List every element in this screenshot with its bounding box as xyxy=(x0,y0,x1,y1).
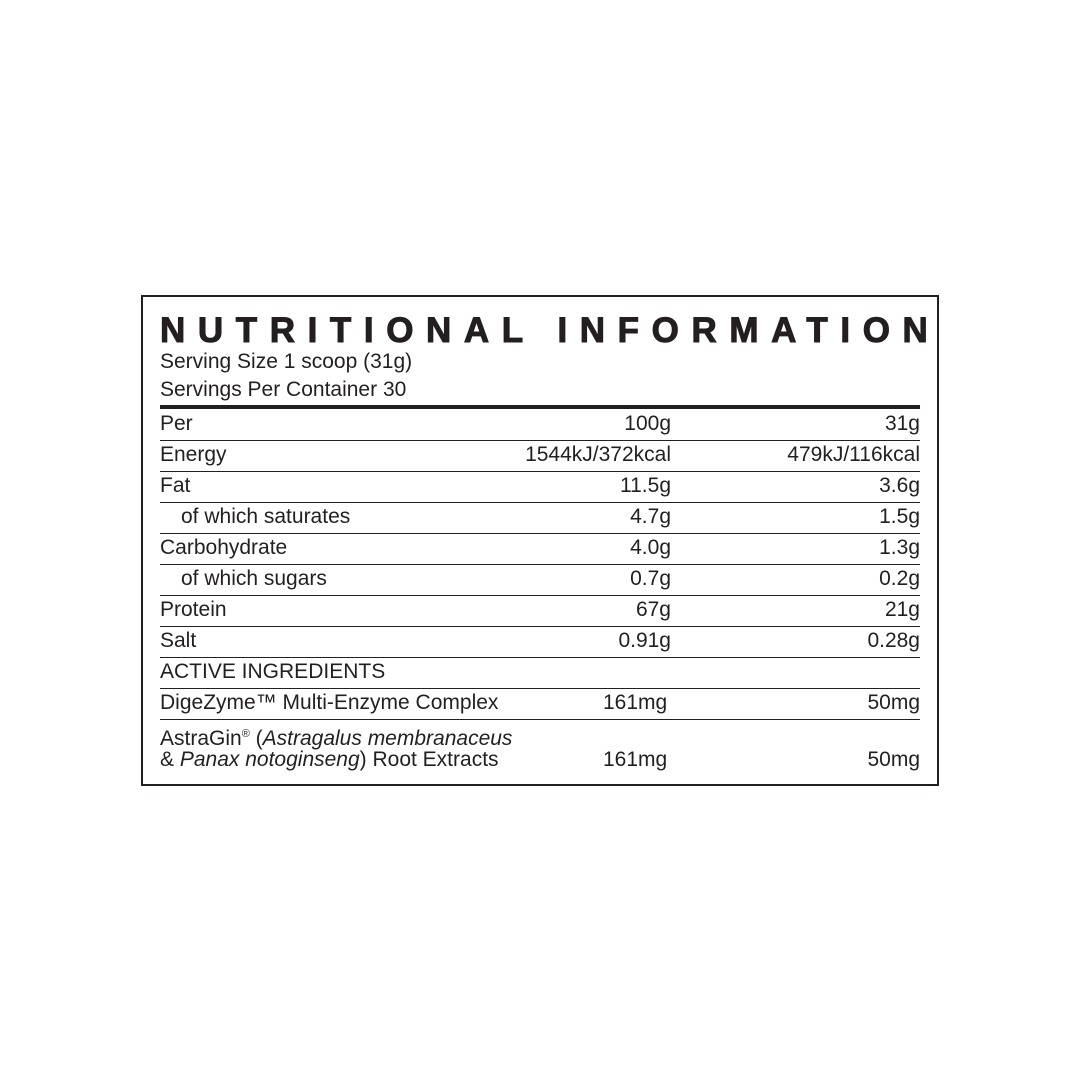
active-col2: 50mg xyxy=(867,691,920,714)
row-label: of which saturates xyxy=(181,505,351,528)
label-rest: ) Root Extracts xyxy=(359,748,499,771)
table-row: Carbohydrate 4.0g 1.3g xyxy=(160,533,920,565)
latin-name-1: Astragalus membranaceus xyxy=(262,727,513,750)
table-row: of which sugars 0.7g 0.2g xyxy=(160,564,920,596)
row-col2: 3.6g xyxy=(879,474,920,497)
panel-title: NUTRITIONAL INFORMATION xyxy=(159,311,941,351)
active-label-line2: & Panax notoginseng) Root Extracts xyxy=(160,748,499,772)
active-label-line1: AstraGin® (Astragalus membranaceus xyxy=(160,722,512,751)
active-col1: 161mg xyxy=(603,691,668,714)
nutrition-panel: NUTRITIONAL INFORMATION Serving Size 1 s… xyxy=(141,295,939,786)
active-row: DigeZyme™ Multi-Enzyme Complex 161mg 50m… xyxy=(160,688,920,720)
active-row: AstraGin® (Astragalus membranaceus & Pan… xyxy=(160,720,920,776)
brand-name: AstraGin xyxy=(160,727,242,750)
header-col2: 31g xyxy=(884,412,920,435)
row-label: of which sugars xyxy=(181,567,327,590)
row-label: Fat xyxy=(160,474,191,497)
table-header-row: Per 100g 31g xyxy=(160,409,920,441)
row-col2: 21g xyxy=(884,598,920,621)
row-col1: 4.0g xyxy=(630,536,671,559)
row-col1: 0.91g xyxy=(618,629,671,652)
row-col1: 67g xyxy=(635,598,671,621)
latin-name-2: Panax notoginseng xyxy=(179,748,360,771)
row-label: Energy xyxy=(160,443,227,466)
row-col1: 4.7g xyxy=(630,505,671,528)
registered-mark: ® xyxy=(241,728,250,740)
table-row: of which saturates 4.7g 1.5g xyxy=(160,502,920,534)
active-label: DigeZyme™ Multi-Enzyme Complex xyxy=(160,691,499,714)
row-col2: 1.5g xyxy=(879,505,920,528)
servings-per-container: Servings Per Container 30 xyxy=(160,378,407,401)
divider-thick xyxy=(160,405,920,409)
table-row: Energy 1544kJ/372kcal 479kJ/116kcal xyxy=(160,440,920,472)
active-ingredients-heading-row: ACTIVE INGREDIENTS xyxy=(160,657,920,689)
row-col2: 0.2g xyxy=(879,567,920,590)
header-label: Per xyxy=(160,412,193,435)
header-col1: 100g xyxy=(624,412,671,435)
serving-size: Serving Size 1 scoop (31g) xyxy=(160,350,413,373)
row-label: Carbohydrate xyxy=(160,536,288,559)
table-row: Fat 11.5g 3.6g xyxy=(160,471,920,503)
row-label: Protein xyxy=(160,598,227,621)
row-label: Salt xyxy=(160,629,197,652)
row-col2: 1.3g xyxy=(879,536,920,559)
row-col1: 0.7g xyxy=(630,567,671,590)
row-col1: 1544kJ/372kcal xyxy=(525,443,671,466)
active-col1: 161mg xyxy=(603,748,668,771)
ampersand: & xyxy=(160,748,180,771)
row-col2: 0.28g xyxy=(867,629,920,652)
table-row: Protein 67g 21g xyxy=(160,595,920,627)
active-ingredients-heading: ACTIVE INGREDIENTS xyxy=(160,660,386,683)
paren-open: ( xyxy=(249,727,263,750)
row-col2: 479kJ/116kcal xyxy=(787,443,920,466)
table-row: Salt 0.91g 0.28g xyxy=(160,626,920,658)
active-col2: 50mg xyxy=(867,748,920,771)
row-col1: 11.5g xyxy=(620,474,671,497)
